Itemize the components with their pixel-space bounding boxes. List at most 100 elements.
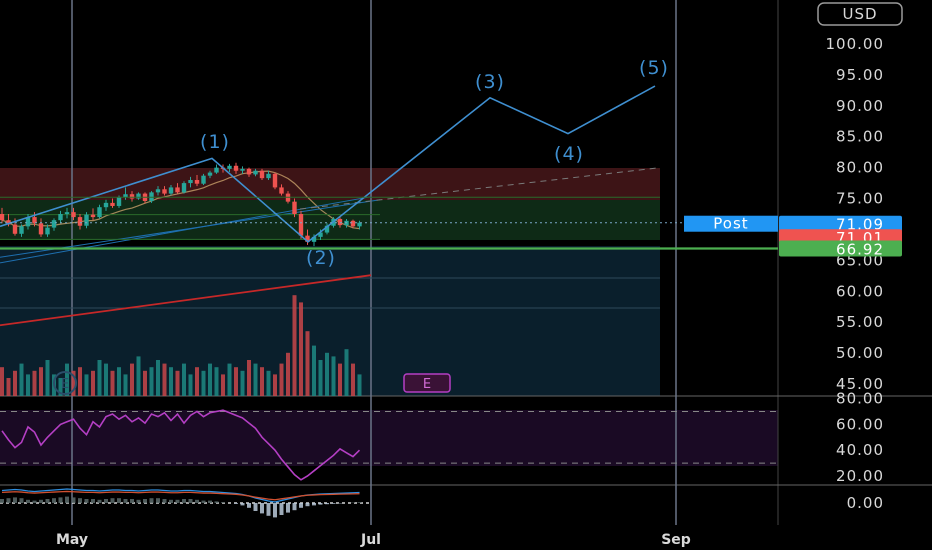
volume-bar [312, 345, 316, 396]
candle-body [214, 167, 219, 173]
candle-body [129, 194, 135, 199]
earnings-marker[interactable]: E [53, 371, 77, 395]
currency-selector-button[interactable]: USD [817, 2, 903, 26]
volume-bar [169, 367, 173, 396]
wave-label: (4) [554, 143, 584, 165]
macd-histogram-bar [253, 503, 258, 511]
svg-text:E: E [61, 377, 69, 392]
volume-bar [273, 374, 277, 396]
rsi-tick-label: 80.00 [836, 390, 884, 408]
volume-bar [208, 363, 212, 396]
volume-bar [182, 363, 186, 396]
volume-bar [344, 349, 349, 396]
post-label: Post [713, 215, 748, 233]
candle-body [90, 214, 96, 218]
price-tag-box [779, 215, 902, 232]
candle-body [305, 235, 310, 242]
candle-body [162, 189, 167, 194]
price-axis-labels: 100.0095.0090.0085.0080.0075.0065.0060.0… [826, 35, 885, 393]
volume-bar [71, 370, 76, 396]
volume-bar [292, 295, 297, 396]
macd-histogram-bar [175, 499, 180, 503]
candle-body [324, 225, 330, 233]
candle-body [19, 226, 24, 234]
candle-body [311, 236, 317, 242]
macd-histogram-bar [318, 503, 323, 505]
time-tick-label: Sep [661, 532, 691, 548]
candle-body [58, 214, 63, 221]
candle-body [110, 202, 115, 206]
volume-bar [32, 370, 37, 396]
macd-histogram-bar [110, 498, 115, 503]
macd-histogram-bar [123, 499, 128, 503]
volume-bar [117, 367, 121, 396]
candle-body [337, 218, 343, 226]
wave-path [0, 85, 656, 243]
macd-histogram-bar [162, 499, 167, 503]
macd-histogram-bar [117, 498, 121, 503]
volume-bar [104, 363, 108, 396]
candle-body [207, 172, 213, 176]
macd-histogram-bar [97, 499, 102, 503]
price-tick-label: 100.00 [826, 35, 885, 53]
price-tag-box [779, 240, 902, 257]
macd-histogram-bar [299, 503, 303, 508]
volume-bar [299, 302, 303, 396]
price-tick-label: 95.00 [836, 66, 884, 84]
volume-bar [162, 363, 167, 396]
macd-histogram-bar [182, 499, 186, 503]
wave-label: (1) [200, 131, 230, 153]
macd-histogram-bar [104, 499, 108, 503]
volume-bar [325, 352, 329, 396]
volume-bar [260, 367, 264, 396]
volume-bar [338, 363, 342, 396]
macd-histogram-bar [221, 502, 225, 503]
support-zone [0, 200, 660, 240]
price-tick-label: 90.00 [836, 97, 884, 115]
candle-body [253, 170, 258, 175]
candle-body [103, 202, 109, 208]
macd-histogram-bar [286, 503, 290, 513]
volume-bar [39, 367, 43, 396]
volume-bar [84, 374, 89, 396]
moving-averages [0, 170, 372, 327]
candle-body [201, 175, 206, 184]
volume-bar [58, 378, 63, 396]
macd-histogram-bar [201, 500, 206, 503]
candle-body [71, 212, 76, 218]
volume-bar [221, 374, 225, 396]
price-tick-label: 85.00 [836, 128, 884, 146]
macd-histogram-bar [149, 498, 154, 503]
candlesticks [0, 162, 362, 247]
candle-body [149, 192, 154, 202]
wave-label: (2) [306, 247, 336, 269]
lower-zone [0, 246, 660, 396]
price-tick-label: 55.00 [836, 313, 884, 331]
volume-bar [156, 360, 160, 396]
macd-histogram-bar [188, 499, 193, 503]
candle-body [266, 173, 271, 179]
macd-histogram-bar [169, 499, 173, 503]
macd-histogram-bar [65, 496, 69, 503]
macd-histogram-bar [331, 503, 336, 504]
price-tick-label: 45.00 [836, 375, 884, 393]
earnings-marker[interactable]: E [403, 373, 451, 393]
candle-body [84, 214, 89, 226]
macd-histogram-bar [13, 497, 17, 503]
volume-bar [234, 367, 238, 396]
candle-body [194, 180, 200, 184]
macd-histogram-bar [45, 499, 50, 503]
macd-histogram-bar [305, 503, 310, 507]
macd-histogram-bar [214, 501, 219, 503]
volume-bar [65, 363, 69, 396]
candle-body [116, 197, 122, 206]
macd-histogram-bar [208, 500, 212, 503]
candle-body [168, 187, 174, 194]
price-tick-label: 80.00 [836, 159, 884, 177]
candle-body [64, 212, 70, 214]
candle-body [155, 189, 161, 193]
dashed-trendline [299, 167, 661, 210]
macd-histogram-bar [6, 498, 11, 503]
candle-body [292, 201, 297, 214]
